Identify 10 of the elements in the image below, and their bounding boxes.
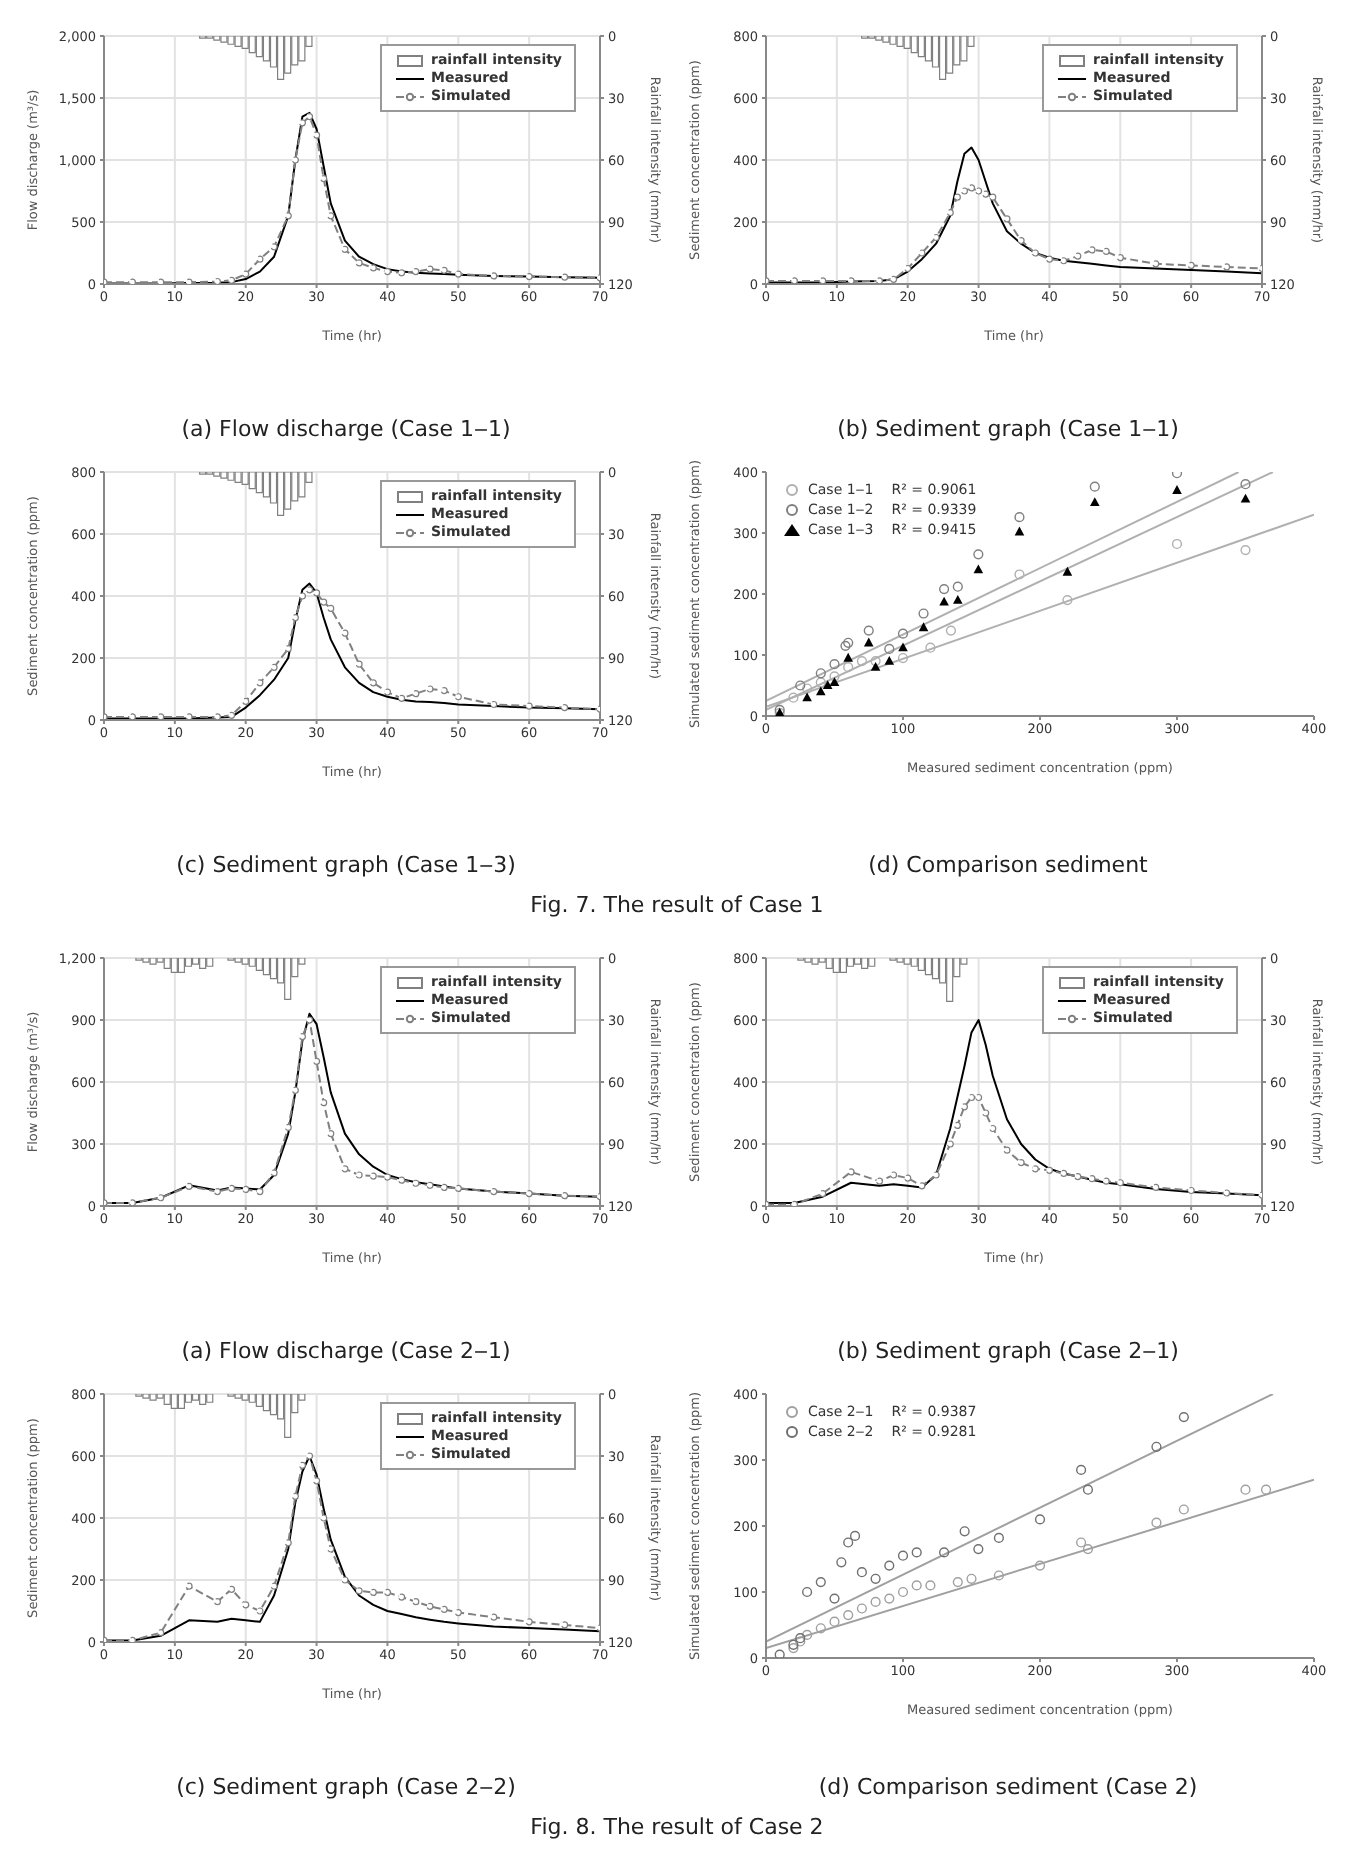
text: (c) Sediment graph (Case 2‒2): [174, 1774, 518, 1804]
text: (d) Comparison sediment: [866, 852, 1150, 882]
text: (d) Comparison sediment (Case 2): [816, 1774, 1200, 1804]
text: (a) Flow discharge (Case 1‒1): [179, 416, 513, 446]
text: (b) Sediment graph (Case 1‒1): [835, 416, 1181, 446]
caption: Fig. 7. The result of Case 1: [528, 892, 826, 918]
text: (a) Flow discharge (Case 2‒1): [179, 1338, 513, 1368]
caption: Fig. 8. The result of Case 2: [528, 1814, 826, 1840]
text: (b) Sediment graph (Case 2‒1): [835, 1338, 1181, 1368]
text: (c) Sediment graph (Case 1‒3): [174, 852, 518, 882]
